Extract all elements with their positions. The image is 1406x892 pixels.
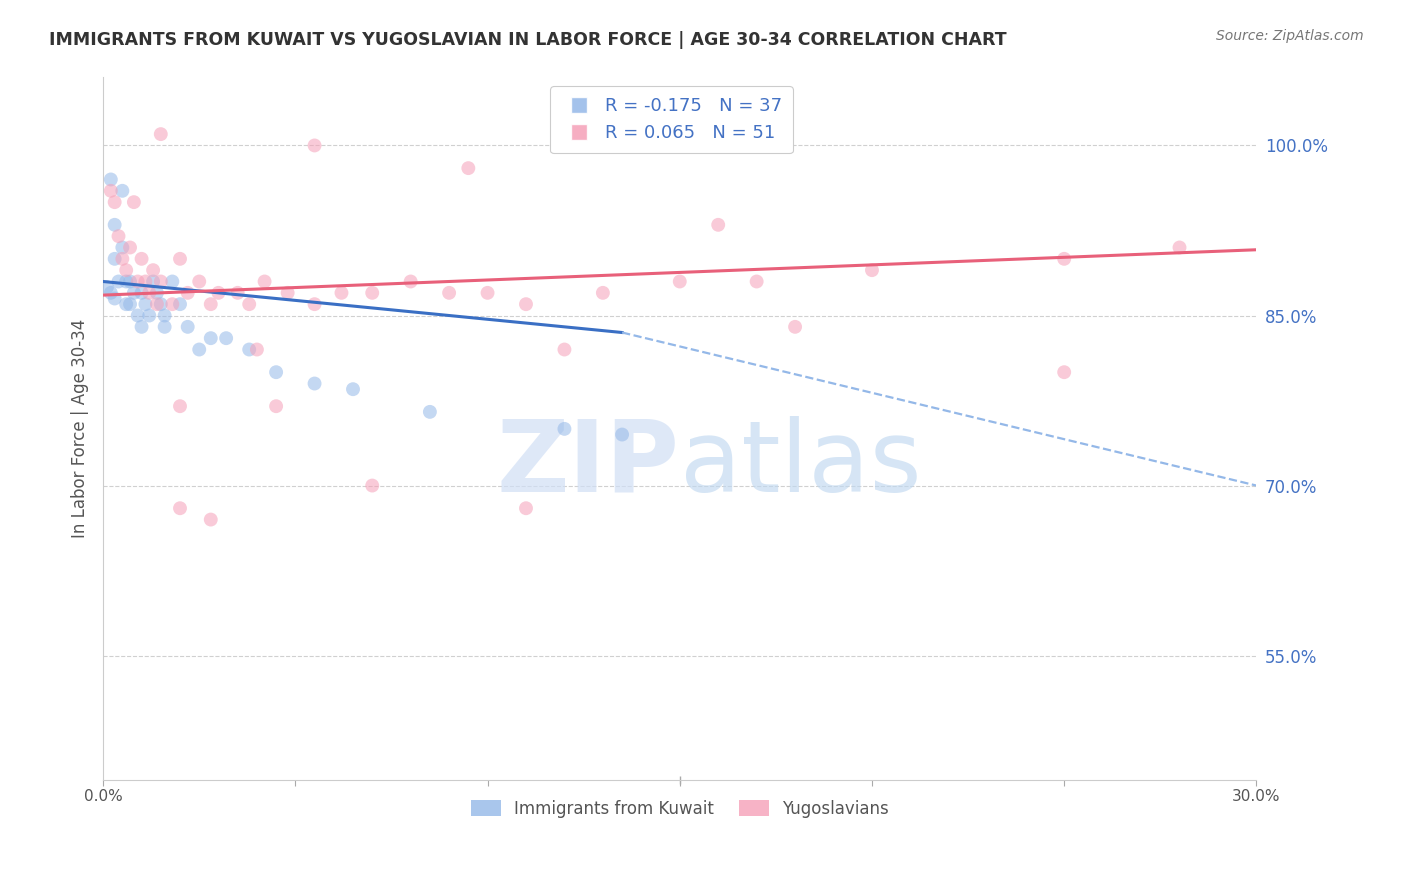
Point	[169, 501, 191, 516]
Point	[342, 382, 364, 396]
Point	[707, 218, 730, 232]
Point	[104, 252, 127, 266]
Point	[153, 309, 176, 323]
Point	[118, 297, 141, 311]
Point	[419, 405, 441, 419]
Point	[127, 275, 149, 289]
Point	[207, 285, 229, 300]
Point	[437, 285, 460, 300]
Point	[107, 229, 129, 244]
Point	[131, 252, 153, 266]
Point	[457, 161, 479, 175]
Point	[100, 285, 122, 300]
Point	[115, 297, 138, 311]
Point	[104, 195, 127, 210]
Point	[131, 319, 153, 334]
Point	[134, 275, 156, 289]
Point	[515, 297, 537, 311]
Point	[610, 427, 633, 442]
Point	[515, 501, 537, 516]
Point	[134, 297, 156, 311]
Point	[146, 297, 169, 311]
Point	[115, 263, 138, 277]
Point	[277, 285, 299, 300]
Point	[149, 127, 172, 141]
Point	[238, 297, 260, 311]
Point	[304, 376, 326, 391]
Point	[783, 319, 806, 334]
Point	[122, 195, 145, 210]
Point	[138, 309, 160, 323]
Point	[226, 285, 249, 300]
Point	[246, 343, 269, 357]
Point	[592, 285, 614, 300]
Text: atlas: atlas	[679, 416, 921, 513]
Point	[399, 275, 422, 289]
Point	[111, 240, 134, 254]
Text: Source: ZipAtlas.com: Source: ZipAtlas.com	[1216, 29, 1364, 43]
Point	[107, 275, 129, 289]
Text: 30.0%: 30.0%	[1232, 789, 1281, 805]
Point	[668, 275, 690, 289]
Point	[127, 309, 149, 323]
Point	[361, 285, 384, 300]
Point	[153, 319, 176, 334]
Point	[304, 297, 326, 311]
Point	[477, 285, 499, 300]
Point	[131, 285, 153, 300]
Point	[142, 263, 165, 277]
Point	[215, 331, 238, 345]
Point	[149, 297, 172, 311]
Point	[177, 319, 200, 334]
Point	[361, 478, 384, 492]
Point	[253, 275, 276, 289]
Point	[200, 512, 222, 526]
Point	[200, 297, 222, 311]
Point	[122, 285, 145, 300]
Point	[115, 275, 138, 289]
Point	[264, 365, 287, 379]
Point	[146, 285, 169, 300]
Point	[188, 343, 211, 357]
Point	[162, 297, 184, 311]
Point	[169, 297, 191, 311]
Point	[111, 184, 134, 198]
Text: IMMIGRANTS FROM KUWAIT VS YUGOSLAVIAN IN LABOR FORCE | AGE 30-34 CORRELATION CHA: IMMIGRANTS FROM KUWAIT VS YUGOSLAVIAN IN…	[49, 31, 1007, 49]
Point	[304, 138, 326, 153]
Text: ZIP: ZIP	[496, 416, 679, 513]
Point	[96, 280, 118, 294]
Point	[138, 285, 160, 300]
Point	[118, 275, 141, 289]
Point	[100, 184, 122, 198]
Point	[149, 275, 172, 289]
Point	[264, 399, 287, 413]
Point	[142, 275, 165, 289]
Point	[1168, 240, 1191, 254]
Point	[553, 422, 575, 436]
Point	[1053, 365, 1076, 379]
Point	[1053, 252, 1076, 266]
Point	[111, 252, 134, 266]
Point	[177, 285, 200, 300]
Legend: Immigrants from Kuwait, Yugoslavians: Immigrants from Kuwait, Yugoslavians	[464, 793, 896, 825]
Point	[200, 331, 222, 345]
Point	[238, 343, 260, 357]
Point	[104, 218, 127, 232]
Point	[745, 275, 768, 289]
Y-axis label: In Labor Force | Age 30-34: In Labor Force | Age 30-34	[72, 319, 89, 539]
Point	[169, 399, 191, 413]
Point	[860, 263, 883, 277]
Point	[188, 275, 211, 289]
Point	[118, 240, 141, 254]
Point	[100, 172, 122, 186]
Point	[330, 285, 353, 300]
Point	[162, 275, 184, 289]
Point	[104, 292, 127, 306]
Text: 0.0%: 0.0%	[84, 789, 122, 805]
Point	[169, 252, 191, 266]
Point	[553, 343, 575, 357]
